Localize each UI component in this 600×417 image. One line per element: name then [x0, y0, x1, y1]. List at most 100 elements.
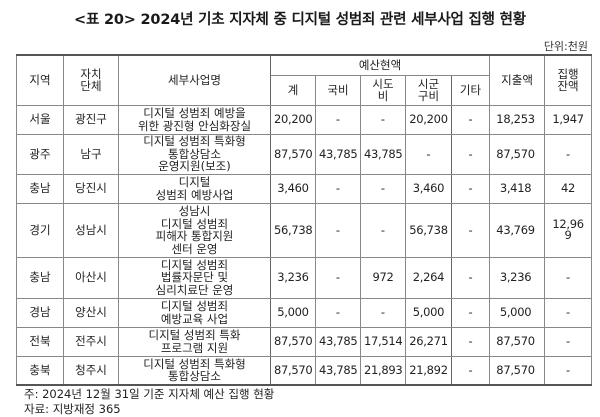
cell-local-gov: 광진구 — [63, 104, 119, 135]
header-budget-group: 예산현액 — [269, 54, 491, 76]
cell-provincial: - — [360, 104, 406, 135]
cell-expenditure: 18,253 — [489, 104, 546, 135]
cell-national: 43,785 — [315, 133, 361, 175]
cell-region: 충남 — [16, 256, 64, 299]
cell-balance: 1,947 — [544, 104, 593, 135]
header-total: 계 — [270, 74, 316, 106]
cell-municipal: 2,264 — [405, 256, 452, 299]
cell-national: 43,785 — [315, 326, 361, 357]
cell-provincial: - — [360, 173, 406, 204]
cell-provincial: 17,514 — [360, 326, 406, 357]
budget-execution-table: 지역 자치 단체 세부사업명 예산현액 지출액 집행 잔액 계 국비 시도 비 … — [16, 54, 593, 386]
cell-provincial: 21,893 — [360, 355, 406, 386]
cell-municipal: 3,460 — [405, 173, 452, 204]
cell-region: 경남 — [16, 297, 64, 328]
cell-other: - — [450, 202, 491, 258]
cell-provincial: - — [360, 297, 406, 328]
cell-region: 광주 — [16, 133, 64, 175]
cell-balance: - — [544, 326, 593, 357]
cell-provincial: - — [360, 202, 406, 258]
cell-program: 디지털 성범죄 법률자문단 및 심리치료단 운영 — [118, 256, 271, 299]
cell-balance: 42 — [544, 173, 593, 204]
cell-other: - — [450, 173, 491, 204]
cell-program: 디지털 성범죄 예방사업 — [118, 173, 271, 204]
table-row: 경남 양산시 디지털 성범죄 예방교육 사업 5,000 - - 5,000 -… — [16, 297, 593, 328]
cell-local-gov: 성남시 — [63, 202, 119, 258]
table-row: 충남 아산시 디지털 성범죄 법률자문단 및 심리치료단 운영 3,236 - … — [16, 256, 593, 299]
cell-other: - — [450, 297, 491, 328]
cell-provincial: 972 — [360, 256, 406, 299]
cell-local-gov: 청주시 — [63, 355, 119, 386]
cell-other: - — [450, 133, 491, 175]
cell-program: 디지털 성범죄 특화형 통합상담소 — [118, 355, 271, 386]
cell-national: - — [315, 173, 361, 204]
header-program: 세부사업명 — [118, 54, 271, 106]
cell-expenditure: 87,570 — [489, 355, 546, 386]
footnote-source: 자료: 지방재정 365 — [24, 402, 121, 416]
cell-total: 3,460 — [270, 173, 316, 204]
header-expenditure: 지출액 — [489, 54, 546, 106]
cell-balance: - — [544, 355, 593, 386]
cell-national: - — [315, 202, 361, 258]
cell-expenditure: 3,236 — [489, 256, 546, 299]
header-municipal: 시군 구비 — [405, 74, 452, 106]
footnote-note: 주: 2024년 12월 31일 기준 지자체 예산 집행 현황 — [24, 387, 275, 401]
header-balance: 집행 잔액 — [544, 54, 593, 106]
cell-provincial: 43,785 — [360, 133, 406, 175]
cell-total: 5,000 — [270, 297, 316, 328]
header-other: 기타 — [450, 74, 491, 106]
cell-municipal: 26,271 — [405, 326, 452, 357]
cell-municipal: 56,738 — [405, 202, 452, 258]
cell-other: - — [450, 104, 491, 135]
cell-local-gov: 전주시 — [63, 326, 119, 357]
cell-national: - — [315, 104, 361, 135]
cell-expenditure: 3,418 — [489, 173, 546, 204]
cell-municipal: 20,200 — [405, 104, 452, 135]
cell-expenditure: 87,570 — [489, 326, 546, 357]
table-row: 충남 당진시 디지털 성범죄 예방사업 3,460 - - 3,460 - 3,… — [16, 173, 593, 204]
table-row: 광주 남구 디지털 성범죄 특화형 통합상담소 운영지원(보조) 87,570 … — [16, 133, 593, 175]
header-region: 지역 — [16, 54, 64, 106]
table-row: 서울 광진구 디지털 성범죄 예방을 위한 광진형 안심화장실 20,200 -… — [16, 104, 593, 135]
cell-national: 43,785 — [315, 355, 361, 386]
cell-program: 디지털 성범죄 예방을 위한 광진형 안심화장실 — [118, 104, 271, 135]
cell-balance: - — [544, 256, 593, 299]
unit-label: 단위:천원 — [543, 40, 588, 53]
cell-region: 경기 — [16, 202, 64, 258]
table-row: 경기 성남시 성남시 디지털 성범죄 피해자 통합지원 센터 운영 56,738… — [16, 202, 593, 258]
cell-local-gov: 당진시 — [63, 173, 119, 204]
cell-expenditure: 5,000 — [489, 297, 546, 328]
cell-region: 충북 — [16, 355, 64, 386]
cell-national: - — [315, 297, 361, 328]
cell-total: 3,236 — [270, 256, 316, 299]
cell-other: - — [450, 256, 491, 299]
cell-expenditure: 87,570 — [489, 133, 546, 175]
cell-program: 디지털 성범죄 특화 프로그램 지원 — [118, 326, 271, 357]
cell-balance: - — [544, 297, 593, 328]
cell-local-gov: 양산시 — [63, 297, 119, 328]
cell-program: 디지털 성범죄 특화형 통합상담소 운영지원(보조) — [118, 133, 271, 175]
cell-total: 87,570 — [270, 326, 316, 357]
cell-region: 서울 — [16, 104, 64, 135]
cell-other: - — [450, 355, 491, 386]
cell-balance: 12,96 9 — [544, 202, 593, 258]
cell-municipal: 21,892 — [405, 355, 452, 386]
cell-balance: - — [544, 133, 593, 175]
table-row: 전북 전주시 디지털 성범죄 특화 프로그램 지원 87,570 43,785 … — [16, 326, 593, 357]
cell-municipal: 5,000 — [405, 297, 452, 328]
cell-total: 87,570 — [270, 355, 316, 386]
cell-total: 20,200 — [270, 104, 316, 135]
cell-region: 전북 — [16, 326, 64, 357]
cell-program: 디지털 성범죄 예방교육 사업 — [118, 297, 271, 328]
table-title: <표 20> 2024년 기초 지자체 중 디지털 성범죄 관련 세부사업 집행… — [74, 12, 526, 28]
cell-local-gov: 아산시 — [63, 256, 119, 299]
cell-total: 56,738 — [270, 202, 316, 258]
cell-expenditure: 43,769 — [489, 202, 546, 258]
cell-total: 87,570 — [270, 133, 316, 175]
table-row: 충북 청주시 디지털 성범죄 특화형 통합상담소 87,570 43,785 2… — [16, 355, 593, 386]
cell-national: - — [315, 256, 361, 299]
cell-municipal: - — [405, 133, 452, 175]
cell-local-gov: 남구 — [63, 133, 119, 175]
header-national: 국비 — [315, 74, 361, 106]
header-provincial: 시도 비 — [360, 74, 406, 106]
